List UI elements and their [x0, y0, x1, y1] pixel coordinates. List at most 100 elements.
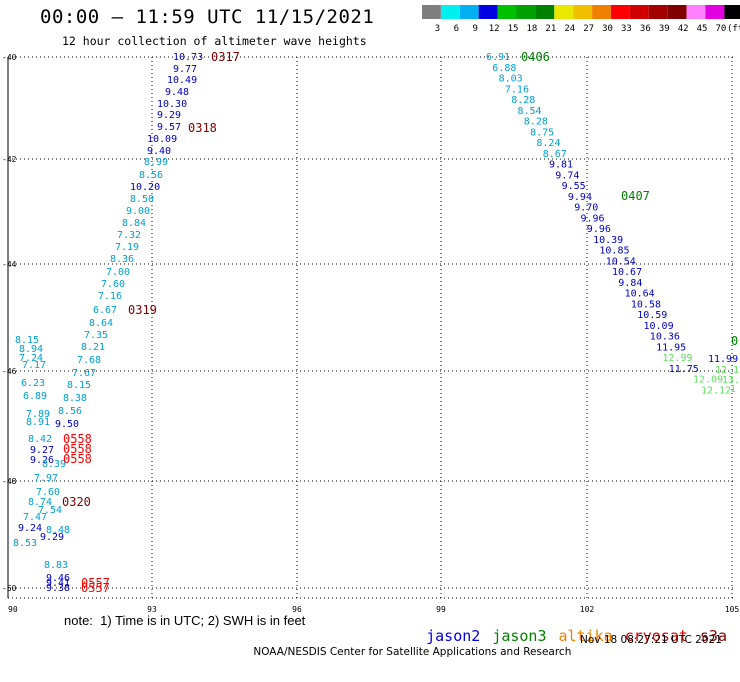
time-label: 0407: [621, 189, 650, 203]
longitude-label: 96: [292, 605, 302, 614]
swh-value: 10.09: [644, 321, 674, 332]
colorbar-swatch: [440, 5, 460, 19]
swh-value: 8.74: [28, 497, 52, 508]
colorbar-label: 3: [435, 24, 440, 34]
swh-value: 8.21: [81, 342, 105, 353]
swh-value: 9.27: [30, 445, 54, 456]
colorbar-swatch: [478, 5, 498, 19]
page-title: 00:00 – 11:59 UTC 11/15/2021: [40, 6, 375, 28]
footer-credit: NOAA/NESDIS Center for Satellite Applica…: [253, 646, 572, 658]
swh-value: 8.28: [511, 95, 535, 106]
latitude-label: -44: [2, 260, 17, 269]
colorbar-swatch: [592, 5, 611, 19]
swh-value: 10.85: [599, 246, 629, 257]
swh-value: 7.00: [106, 267, 130, 278]
swh-value: 8.03: [499, 74, 523, 85]
colorbar-label: 18: [527, 24, 538, 34]
swh-value: 11.99: [708, 354, 738, 365]
colorbar-label: 30: [602, 24, 613, 34]
time-label: 0320: [62, 495, 91, 509]
swh-value: 10.58: [631, 299, 661, 310]
swh-value: 6.91: [486, 52, 510, 63]
swh-value: 9.77: [173, 64, 197, 75]
colorbar-label: 9: [473, 24, 478, 34]
colorbar-label: 70: [716, 24, 727, 34]
legend-altika: altika: [558, 627, 613, 645]
swh-value: 11.95: [656, 342, 686, 353]
swh-value: 8.91: [26, 417, 50, 428]
swh-value: 10.73: [173, 52, 203, 63]
swh-value: 7.16: [98, 291, 122, 302]
legend-jason3: jason3: [492, 627, 547, 645]
swh-value: 13.: [722, 375, 740, 386]
swh-value: 8.36: [110, 254, 134, 265]
latitude-label: -48: [2, 477, 17, 486]
swh-value: 10.36: [650, 332, 680, 343]
swh-value: 8.15: [67, 380, 91, 391]
swh-value: 8.75: [530, 127, 554, 138]
swh-value: 10.59: [637, 310, 667, 321]
swh-value: 8.83: [44, 560, 68, 571]
swh-value: 7.68: [77, 355, 101, 366]
legend-s3a: s3a: [699, 627, 727, 645]
units-note: note: 1) Time is in UTC; 2) SWH is in fe…: [64, 613, 306, 628]
swh-value: 8.50: [130, 194, 154, 205]
swh-value: 9.74: [555, 170, 579, 181]
swh-value: 10.39: [593, 235, 623, 246]
latitude-label: -50: [2, 584, 17, 593]
swh-value: 9.55: [562, 181, 586, 192]
satellite-legend: jason2 jason3 altika cryosat s3a: [390, 609, 739, 663]
latitude-label: -40: [2, 53, 17, 62]
time-label: 0558: [63, 432, 92, 446]
swh-value: 7.97: [34, 473, 58, 484]
map-plot: 36912151821242730333639424570(ft)-40-42-…: [2, 5, 740, 614]
swh-value: 8.15: [15, 335, 39, 346]
swh-value: 10.64: [625, 289, 655, 300]
swh-value: 9.29: [157, 110, 181, 121]
longitude-label: 99: [436, 605, 446, 614]
swh-value: 8.56: [58, 406, 82, 417]
swh-value: 10.54: [606, 256, 636, 267]
latitude-label: -46: [2, 367, 17, 376]
swh-value: 10.20: [130, 182, 160, 193]
swh-value: 8.54: [518, 106, 542, 117]
colorbar-swatch: [629, 5, 649, 19]
swh-value: 6.89: [23, 391, 47, 402]
swh-value: 7.35: [84, 330, 108, 341]
swh-value: 8.28: [524, 117, 548, 128]
colorbar-label: 15: [508, 24, 519, 34]
swh-value: 8.24: [536, 138, 560, 149]
colorbar-label: 21: [545, 24, 556, 34]
colorbar-swatch: [573, 5, 593, 19]
swh-value: 8.99: [144, 157, 168, 168]
swh-value: 9.57: [157, 122, 181, 133]
swh-value: 8.48: [46, 525, 70, 536]
footer: NOAA/NESDIS Center for Satellite Applica…: [240, 634, 722, 682]
colorbar-label: 36: [640, 24, 651, 34]
swh-value: 7.60: [36, 487, 60, 498]
swh-value: 8.56: [139, 170, 163, 181]
swh-value: 7.32: [117, 230, 141, 241]
swh-value: 8.64: [89, 318, 113, 329]
colorbar-swatch: [724, 5, 740, 19]
swh-value: 7.67: [72, 368, 96, 379]
colorbar-swatch: [554, 5, 574, 19]
swh-value: 6.23: [21, 378, 45, 389]
time-label: 0317: [211, 50, 240, 64]
footer-timestamp: Nov 18 08:27:21 UTC 2021: [580, 634, 722, 646]
swh-value: 7.89: [26, 409, 50, 420]
colorbar-swatch: [535, 5, 555, 19]
swh-value: 12.09: [693, 375, 723, 386]
swh-value: 10.67: [612, 267, 642, 278]
swh-value: 7.47: [23, 512, 47, 523]
colorbar-label: 45: [697, 24, 708, 34]
longitude-label: 93: [147, 605, 157, 614]
time-label: 0318: [188, 121, 217, 135]
legend-jason2: jason2: [426, 627, 481, 645]
swh-value: 8.67: [543, 149, 567, 160]
swh-value: 9.26: [30, 455, 54, 466]
colorbar-swatch: [422, 5, 441, 19]
colorbar-swatch: [705, 5, 725, 19]
colorbar-label: 6: [454, 24, 459, 34]
colorbar-label: 42: [678, 24, 689, 34]
